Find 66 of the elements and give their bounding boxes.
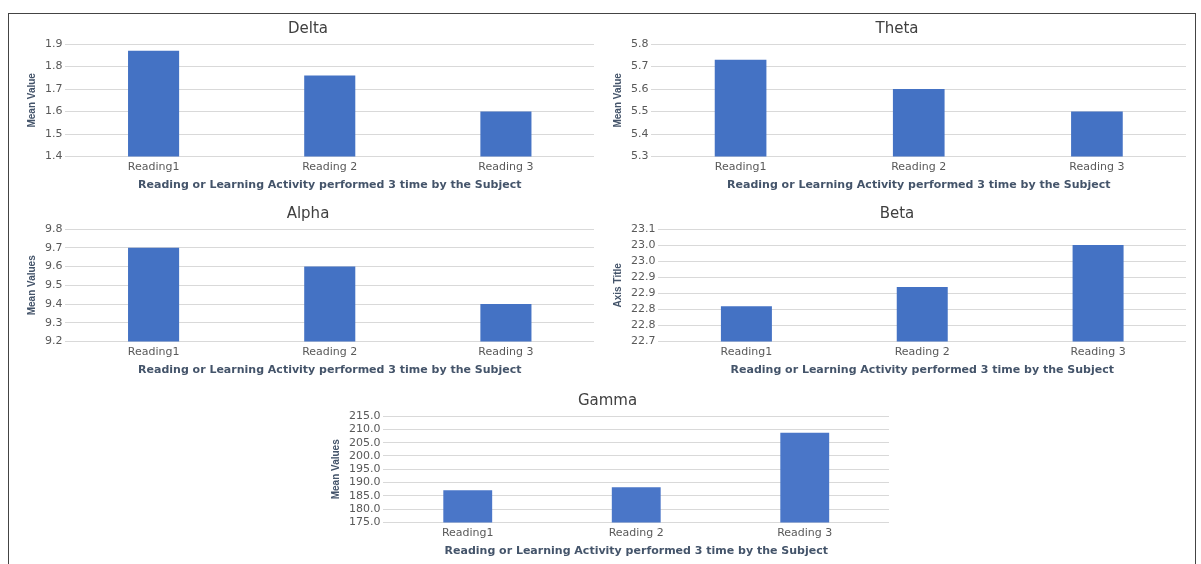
x-tick-label: Reading 2 [302, 160, 358, 174]
chart-title: Delta [287, 18, 329, 37]
y-tick-label: 1.7 [44, 81, 63, 95]
y-tick-label: 180.0 [348, 502, 381, 516]
x-tick-label: Reading1 [127, 160, 180, 174]
y-tick-label: 5.7 [630, 59, 649, 73]
y-tick-label: 5.4 [630, 126, 649, 140]
x-tick-label: Reading 3 [1069, 160, 1125, 174]
y-tick-label: 9.3 [44, 315, 63, 329]
x-axis-title: Reading or Learning Activity performed 3 time by the Subject [727, 178, 1111, 192]
y-axis-title: Mean Value [25, 72, 37, 128]
x-tick-label: Reading 3 [478, 160, 534, 174]
y-axis-title: Mean Values [25, 254, 37, 316]
y-tick-label: 1.5 [44, 126, 63, 140]
x-tick-label: Reading 2 [608, 526, 664, 540]
chart-title: Gamma [577, 390, 638, 409]
chart-title: Beta [879, 203, 915, 222]
y-tick-label: 9.6 [44, 259, 63, 273]
x-tick-label: Reading 2 [302, 345, 358, 359]
y-tick-label: 9.4 [44, 296, 63, 310]
y-tick-label: 9.2 [44, 334, 63, 348]
x-axis-title: Reading or Learning Activity performed 3 time by the Subject [138, 178, 522, 192]
x-tick-label: Reading1 [714, 160, 767, 174]
y-tick-label: 5.3 [630, 149, 649, 163]
y-tick-label: 190.0 [348, 475, 381, 489]
y-axis-title: Mean Values [329, 438, 341, 500]
chart-title: Theta [874, 18, 919, 37]
x-tick-label: Reading1 [720, 345, 773, 359]
y-tick-label: 22.9 [630, 270, 656, 284]
y-tick-label: 22.8 [630, 302, 656, 316]
y-tick-label: 9.8 [44, 221, 63, 235]
y-tick-label: 23.0 [630, 237, 656, 251]
y-tick-label: 22.9 [630, 286, 656, 300]
y-tick-label: 205.0 [348, 435, 381, 449]
y-tick-label: 22.7 [630, 334, 656, 348]
y-tick-label: 1.8 [44, 59, 63, 73]
x-axis-title: Reading or Learning Activity performed 3 time by the Subject [730, 363, 1114, 377]
x-tick-label: Reading 3 [777, 526, 833, 540]
x-axis-title: Reading or Learning Activity performed 3 time by the Subject [444, 544, 828, 558]
x-tick-label: Reading1 [441, 526, 494, 540]
y-tick-label: 23.0 [630, 254, 656, 268]
y-tick-label: 175.0 [348, 515, 381, 529]
y-tick-label: 5.5 [630, 104, 649, 118]
y-tick-label: 1.6 [44, 104, 63, 118]
y-tick-label: 185.0 [348, 488, 381, 502]
y-tick-label: 1.4 [44, 149, 63, 163]
x-tick-label: Reading 2 [894, 345, 950, 359]
y-tick-label: 23.1 [630, 221, 656, 235]
y-tick-label: 22.8 [630, 318, 656, 332]
y-tick-label: 195.0 [348, 462, 381, 476]
y-tick-label: 5.6 [630, 81, 649, 95]
y-tick-label: 215.0 [348, 408, 381, 422]
x-tick-label: Reading 2 [891, 160, 947, 174]
x-tick-label: Reading1 [127, 345, 180, 359]
y-axis-title: Mean Value [611, 72, 623, 128]
chart-title: Alpha [286, 203, 330, 222]
y-tick-label: 200.0 [348, 448, 381, 462]
y-tick-label: 9.5 [44, 278, 63, 292]
x-axis-title: Reading or Learning Activity performed 3 time by the Subject [138, 363, 522, 377]
y-tick-label: 9.7 [44, 240, 63, 254]
x-tick-label: Reading 3 [1070, 345, 1126, 359]
y-tick-label: 5.8 [630, 36, 649, 50]
y-axis-title: Axis Title [611, 262, 623, 308]
y-tick-label: 210.0 [348, 422, 381, 436]
y-tick-label: 1.9 [44, 36, 63, 50]
x-tick-label: Reading 3 [478, 345, 534, 359]
